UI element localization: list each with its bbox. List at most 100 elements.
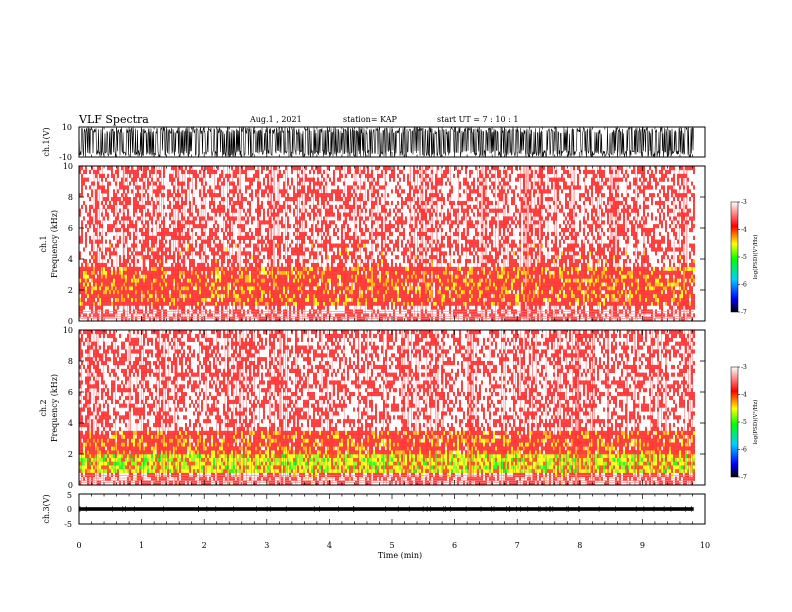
spectrogram-cell xyxy=(253,290,255,295)
spectrogram-cell xyxy=(423,216,425,221)
spectrogram-cell xyxy=(373,286,375,291)
spectrogram-cell xyxy=(471,181,473,186)
spectrogram-cell xyxy=(327,255,329,260)
spectrogram-cell xyxy=(351,204,353,209)
spectrogram-cell xyxy=(459,259,461,264)
spectrogram-cell xyxy=(173,301,175,306)
spectrogram-cell xyxy=(369,293,371,299)
spectrogram-cell xyxy=(249,301,251,306)
spectrogram-cell xyxy=(281,224,283,229)
spectrogram-cell xyxy=(381,216,383,221)
spectrogram-cell xyxy=(347,169,349,175)
spectrogram-cell xyxy=(315,286,317,291)
spectrogram-cell xyxy=(107,228,109,233)
spectrogram-cell xyxy=(427,181,429,186)
spectrogram-cell xyxy=(163,290,165,295)
spectrogram-cell xyxy=(167,255,169,260)
spectrogram-cell xyxy=(325,293,327,299)
spectrogram-cell xyxy=(411,290,413,295)
spectrogram-cell xyxy=(153,235,155,240)
spectrogram-cell xyxy=(463,208,465,213)
spectrogram-cell xyxy=(225,305,227,310)
spectrogram-cell xyxy=(219,243,221,248)
spectrogram-cell xyxy=(407,255,409,260)
spectrogram-cell xyxy=(455,212,457,217)
spectrogram-cell xyxy=(501,274,503,279)
spectrogram-cell xyxy=(403,274,405,279)
spectrogram-cell xyxy=(213,259,215,264)
spectrogram-cell xyxy=(509,231,511,237)
spectrogram-cell xyxy=(153,262,155,268)
spectrogram-cell xyxy=(291,181,293,186)
spectrogram-cell xyxy=(397,297,399,302)
spectrogram-cell xyxy=(397,189,399,194)
spectrogram-cell xyxy=(439,177,441,182)
spectrogram-cell xyxy=(281,286,283,291)
spectrogram-cell xyxy=(401,266,403,271)
spectrogram-cell xyxy=(395,189,397,194)
spectrogram-cell xyxy=(159,173,161,178)
spectrogram-cell xyxy=(351,290,353,295)
spectrogram-cell xyxy=(369,305,371,310)
spectrogram-cell xyxy=(357,286,359,291)
spectrogram-cell xyxy=(433,270,435,275)
spectrogram-cell xyxy=(415,169,417,175)
spectrogram-cell xyxy=(265,235,267,240)
spectrogram-cell xyxy=(323,317,325,321)
spectrogram-cell xyxy=(387,290,389,295)
spectrogram-cell xyxy=(311,305,313,310)
spectrogram-cell xyxy=(147,181,149,186)
spectrogram-cell xyxy=(269,290,271,295)
spectrogram-cell xyxy=(139,286,141,291)
spectrogram-cell xyxy=(339,274,341,279)
spectrogram-cell xyxy=(167,301,169,306)
spectrogram-cell xyxy=(461,305,463,310)
spectrogram-cell xyxy=(505,200,507,206)
spectrogram-cell xyxy=(279,204,281,209)
spectrogram-cell xyxy=(95,169,97,175)
spectrogram-cell xyxy=(261,166,263,171)
spectrogram-cell xyxy=(475,251,477,256)
spectrogram-cell xyxy=(305,166,307,171)
spectrogram-cell xyxy=(351,173,353,178)
spectrogram-cell xyxy=(449,251,451,256)
spectrogram-cell xyxy=(129,297,131,302)
spectrogram-cell xyxy=(495,200,497,206)
spectrogram-cell xyxy=(373,239,375,244)
spectrogram-cell xyxy=(501,313,503,318)
spectrogram-cell xyxy=(155,220,157,225)
spectrogram-cell xyxy=(335,282,337,287)
spectrogram-cell xyxy=(201,317,203,321)
spectrogram-cell xyxy=(359,270,361,275)
spectrogram-cell xyxy=(457,278,459,283)
spectrogram-cell xyxy=(131,270,133,275)
spectrogram-cell xyxy=(209,270,211,275)
spectrogram-cell xyxy=(461,216,463,221)
spectrogram-cell xyxy=(229,274,231,279)
spectrogram-cell xyxy=(217,270,219,275)
spectrogram-cell xyxy=(301,297,303,302)
spectrogram-cell xyxy=(477,259,479,264)
spectrogram-cell xyxy=(101,317,103,321)
spectrogram-cell xyxy=(321,278,323,283)
spectrogram-cell xyxy=(459,293,461,299)
spectrogram-cell xyxy=(329,297,331,302)
spectrogram-cell xyxy=(243,297,245,302)
spectrogram-cell xyxy=(407,193,409,198)
spectrogram-cell xyxy=(79,270,81,275)
spectrogram-cell xyxy=(229,220,231,225)
spectrogram-cell xyxy=(367,301,369,306)
spectrogram-cell xyxy=(179,293,181,299)
spectrogram-cell xyxy=(255,301,257,306)
spectrogram-cell xyxy=(379,278,381,283)
spectrogram-cell xyxy=(139,290,141,295)
spectrogram-cell xyxy=(373,193,375,198)
spectrogram-cell xyxy=(91,243,93,248)
spectrogram-cell xyxy=(171,166,173,171)
spectrogram-cell xyxy=(197,251,199,256)
spectrogram-cell xyxy=(361,231,363,237)
spectrogram-cell xyxy=(417,247,419,252)
spectrogram-cell xyxy=(105,231,107,237)
spectrogram-cell xyxy=(251,282,253,287)
spectrogram-cell xyxy=(113,266,115,271)
